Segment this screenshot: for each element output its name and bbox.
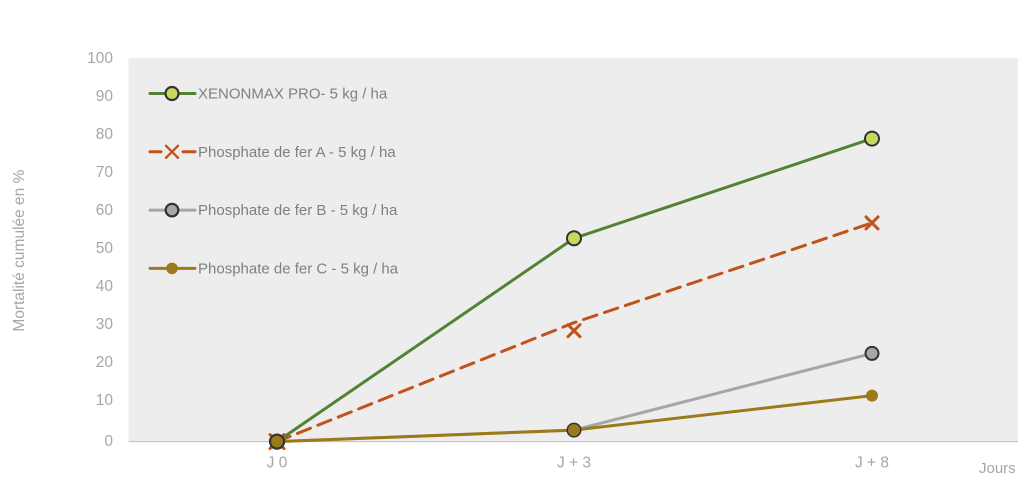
svg-text:J 0: J 0: [267, 455, 288, 472]
svg-text:20: 20: [96, 354, 114, 371]
svg-text:60: 60: [96, 202, 114, 219]
svg-text:100: 100: [87, 50, 113, 67]
svg-text:90: 90: [96, 88, 114, 105]
svg-text:Mortalité cumulée en %: Mortalité cumulée en %: [11, 169, 28, 331]
svg-text:10: 10: [96, 392, 114, 409]
svg-text:J + 3: J + 3: [557, 455, 591, 472]
svg-text:XENONMAX PRO- 5 kg / ha: XENONMAX PRO- 5 kg / ha: [198, 86, 388, 103]
svg-text:70: 70: [96, 164, 114, 181]
svg-text:Jours: Jours: [979, 460, 1016, 477]
svg-text:J + 8: J + 8: [855, 455, 889, 472]
svg-text:50: 50: [96, 240, 114, 257]
svg-text:Phosphate de fer B - 5 kg / ha: Phosphate de fer B - 5 kg / ha: [198, 202, 398, 219]
svg-text:80: 80: [96, 126, 114, 143]
svg-text:Phosphate de fer A - 5 kg / ha: Phosphate de fer A - 5 kg / ha: [198, 144, 396, 161]
svg-text:40: 40: [96, 278, 114, 295]
svg-text:0: 0: [104, 433, 113, 450]
svg-text:Phosphate de fer C - 5 kg / ha: Phosphate de fer C - 5 kg / ha: [198, 260, 399, 277]
svg-text:30: 30: [96, 316, 114, 333]
